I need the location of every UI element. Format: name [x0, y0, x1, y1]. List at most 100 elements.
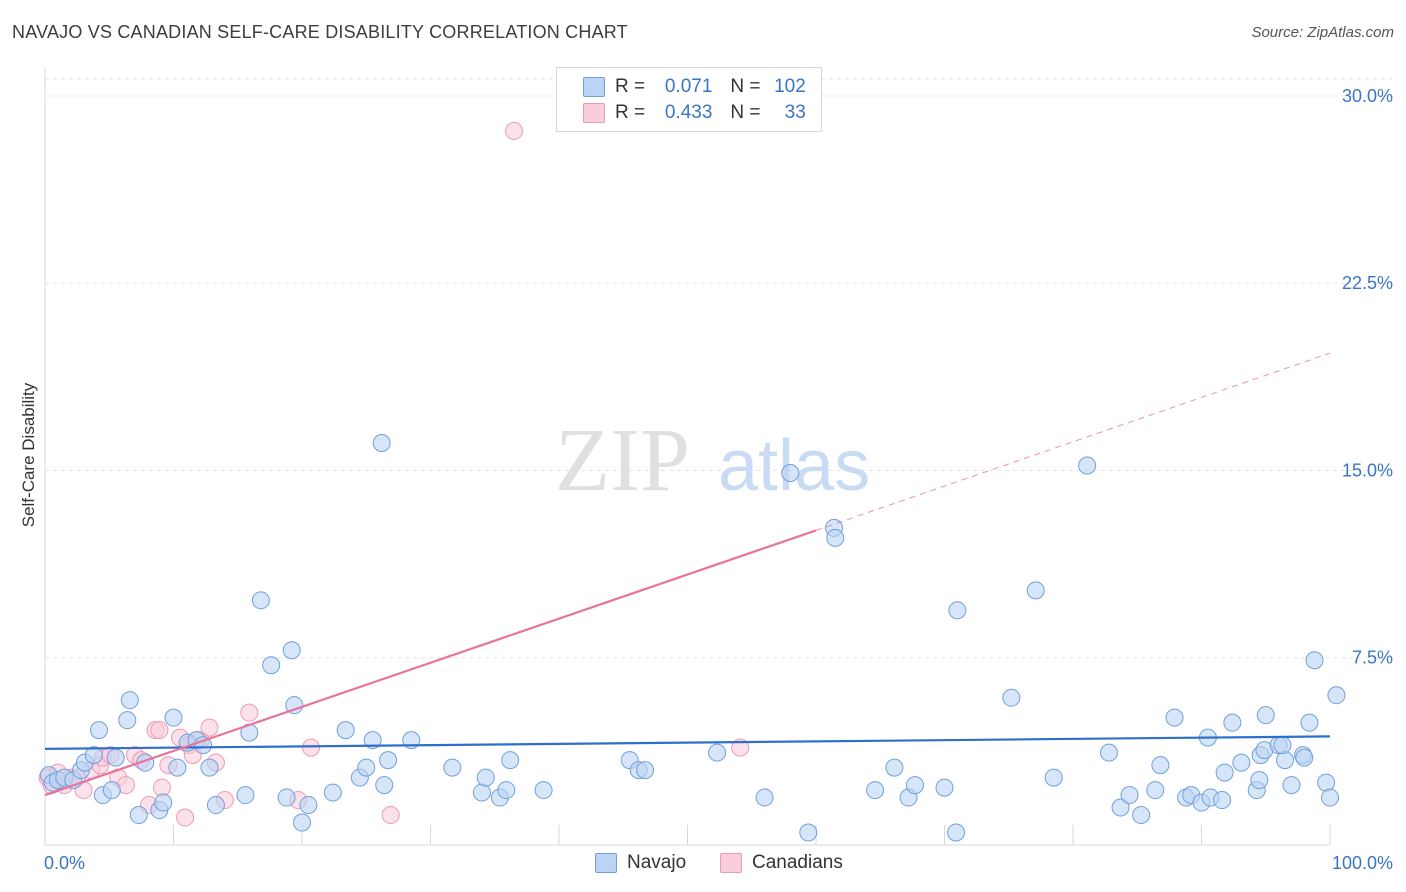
navajo-point [1223, 713, 1242, 732]
canadians-trend-line [44, 529, 817, 797]
series-legend: Navajo Canadians [0, 852, 1406, 878]
navajo-swatch-icon [595, 853, 617, 873]
navajo-point [935, 778, 954, 797]
navajo-point [84, 746, 103, 765]
navajo-point [299, 796, 318, 815]
navajo-point [89, 721, 108, 740]
navajo-point [1026, 581, 1045, 600]
navajo-point [262, 656, 281, 675]
navajo-point [1215, 763, 1234, 782]
navajo-point [636, 761, 655, 780]
legend-item-canadians[interactable]: Canadians [720, 852, 843, 874]
canadians-trend-extension [815, 352, 1331, 531]
navajo-point [106, 748, 125, 767]
legend-canadians-label: Canadians [752, 852, 843, 873]
navajo-point [1002, 688, 1021, 707]
navajo-point [1165, 708, 1184, 727]
navajo-point [372, 434, 391, 453]
navajo-point [118, 711, 137, 730]
navajo-point [501, 751, 520, 770]
y-tick-label: 30.0% [1342, 86, 1393, 106]
navajo-point [168, 758, 187, 777]
legend-n-label: N = [730, 102, 761, 123]
navajo-point [948, 601, 967, 620]
navajo-point [1300, 713, 1319, 732]
navajo-points [39, 434, 1346, 842]
y-tick-label: 22.5% [1342, 273, 1393, 293]
navajo-point [336, 721, 355, 740]
navajo-point [285, 696, 304, 715]
navajo-point [708, 743, 727, 762]
canadians-point [150, 721, 169, 740]
navajo-point [799, 823, 818, 842]
navajo-point [826, 528, 845, 547]
x-tick-label-max: 100.0% [1332, 853, 1393, 873]
navajo-point [379, 751, 398, 770]
navajo-point [443, 758, 462, 777]
navajo-point [905, 776, 924, 795]
navajo-point [375, 776, 394, 795]
correlation-legend: R = 0.071 N = 102 R = 0.433 N = 33 [556, 67, 822, 132]
canadians-point [152, 778, 171, 797]
legend-item-navajo[interactable]: Navajo [595, 852, 686, 874]
navajo-point [323, 783, 342, 802]
y-tick-labels: 7.5% 15.0% 22.5% 30.0% [1342, 86, 1393, 668]
legend-r-label: R = [615, 76, 646, 97]
legend-n-value: 33 [784, 102, 806, 123]
navajo-point [1151, 756, 1170, 775]
navajo-point [1295, 748, 1314, 767]
navajo-point [129, 806, 148, 825]
navajo-point [363, 731, 382, 750]
navajo-point [1132, 806, 1151, 825]
navajo-point [251, 591, 270, 610]
trend-lines [44, 352, 1331, 797]
navajo-point [472, 783, 491, 802]
canadians-point [731, 738, 750, 757]
navajo-point [1146, 781, 1165, 800]
navajo-point [1213, 791, 1232, 810]
navajo-swatch-icon [583, 77, 605, 97]
navajo-point [1276, 751, 1295, 770]
navajo-point [1078, 456, 1097, 475]
navajo-point [1044, 768, 1063, 787]
navajo-point [1250, 771, 1269, 790]
x-axis-ticks [44, 825, 1331, 845]
canadians-point [381, 806, 400, 825]
navajo-point [1317, 773, 1336, 792]
canadians-point [240, 703, 259, 722]
legend-row-navajo: R = 0.071 N = 102 [583, 76, 806, 98]
navajo-point [497, 781, 516, 800]
navajo-point [236, 786, 255, 805]
navajo-point [282, 641, 301, 660]
navajo-point [1273, 736, 1292, 755]
source-label: Source: ZipAtlas.com [1251, 24, 1394, 41]
legend-r-value: 0.433 [664, 102, 713, 123]
canadians-swatch-icon [720, 853, 742, 873]
chart-title: NAVAJO VS CANADIAN SELF-CARE DISABILITY … [12, 22, 628, 42]
canadians-point [176, 808, 195, 827]
navajo-point [476, 768, 495, 787]
navajo-point [293, 813, 311, 832]
legend-navajo-label: Navajo [627, 852, 687, 873]
y-axis-label: Self-Care Disability [19, 382, 38, 527]
navajo-point [1099, 743, 1118, 762]
navajo-point [164, 708, 183, 727]
canadians-point [505, 121, 524, 140]
navajo-point [1327, 686, 1346, 705]
navajo-point [1232, 753, 1251, 772]
legend-row-canadians: R = 0.433 N = 33 [583, 102, 806, 124]
navajo-point [1120, 786, 1139, 805]
navajo-point [885, 758, 904, 777]
navajo-point [120, 691, 139, 710]
canadians-swatch-icon [583, 103, 605, 123]
navajo-point [1282, 776, 1301, 795]
y-tick-label: 15.0% [1342, 460, 1393, 480]
canadians-point [200, 718, 219, 737]
watermark-zip: ZIP [555, 411, 690, 510]
navajo-point [755, 788, 774, 807]
navajo-point [194, 736, 213, 755]
navajo-point [866, 781, 885, 800]
navajo-point [1256, 706, 1275, 725]
y-tick-label: 7.5% [1352, 648, 1393, 668]
